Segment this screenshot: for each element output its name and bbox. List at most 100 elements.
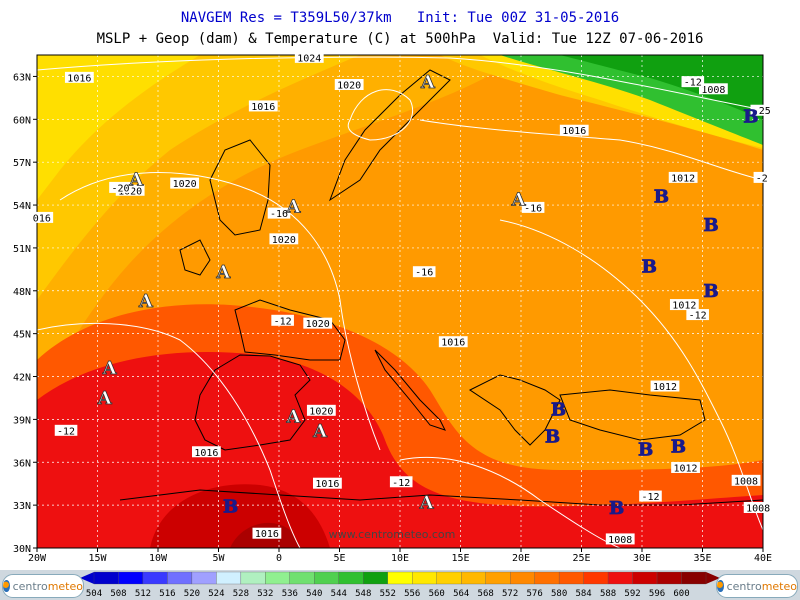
longitude-axis: 20W 15W 10W 5W 0 5E 10E 15E 20E 25E 30E 35E 40E bbox=[28, 548, 772, 564]
colorbar-cell bbox=[656, 571, 682, 585]
lat-lon-grid bbox=[37, 55, 763, 548]
lat-tick-label: 48N bbox=[13, 287, 31, 298]
colorbar-label: 548 bbox=[355, 589, 371, 599]
latitude-axis: 63N 60N 57N 54N 51N 48N 45N 42N 39N 36N 33N 30N bbox=[13, 72, 37, 555]
colorbar-cell bbox=[681, 571, 707, 585]
isobar-label: 1020 bbox=[170, 177, 200, 190]
svg-text:-12: -12 bbox=[641, 492, 659, 503]
isobar-label: 016 bbox=[30, 211, 54, 224]
low-pressure-marker: B bbox=[609, 498, 624, 519]
svg-text:1020: 1020 bbox=[173, 179, 197, 190]
colorbar-label: 584 bbox=[575, 589, 591, 599]
colorbar-cell bbox=[142, 571, 168, 585]
high-pressure-marker: A bbox=[286, 196, 302, 217]
high-pressure-marker: A bbox=[511, 189, 527, 210]
colorbar-label: 552 bbox=[380, 589, 396, 599]
centrometeo-logo-left[interactable]: centro meteo bbox=[2, 574, 84, 598]
temperature-label: -2 bbox=[753, 171, 770, 184]
lon-tick-label: 10E bbox=[391, 553, 409, 564]
colorbar-cell bbox=[118, 571, 144, 585]
model-info-title: NAVGEM Res = T359L50/37km Init: Tue 00Z … bbox=[180, 10, 620, 26]
isobar-label: 1012 bbox=[668, 171, 698, 184]
lon-tick-label: 15E bbox=[451, 553, 469, 564]
colorbar-cell bbox=[485, 571, 511, 585]
low-pressure-marker: B bbox=[671, 437, 686, 458]
svg-text:1016: 1016 bbox=[255, 529, 279, 540]
colorbar-cell bbox=[387, 571, 413, 585]
isobar-label: 1020 bbox=[269, 233, 299, 246]
isobar-label: 1016 bbox=[559, 124, 589, 137]
isobar-label: 1016 bbox=[192, 446, 221, 459]
isobar-label: 1008 bbox=[698, 83, 728, 96]
colorbar-label: 508 bbox=[110, 589, 126, 599]
svg-text:1016: 1016 bbox=[315, 479, 339, 490]
svg-text:1008: 1008 bbox=[701, 85, 725, 96]
colorbar-cell bbox=[265, 571, 290, 585]
logo-text-right-1: centro bbox=[726, 579, 762, 593]
svg-text:1012: 1012 bbox=[672, 301, 696, 312]
isobar-label: 1016 bbox=[313, 477, 342, 490]
colorbar-label: 544 bbox=[331, 589, 347, 599]
svg-text:1016: 1016 bbox=[441, 338, 465, 349]
low-pressure-marker: B bbox=[545, 427, 560, 448]
color-scale-labels: 504 508 512 516 520 524 528 532 536 540 544 548 552 5… bbox=[86, 589, 690, 599]
low-pressure-marker: B bbox=[223, 497, 238, 518]
svg-text:1020: 1020 bbox=[306, 319, 330, 330]
chart-description-title: MSLP + Geop (dam) & Temperature (C) at 5… bbox=[96, 31, 704, 47]
low-pressure-marker: B bbox=[642, 256, 657, 277]
lon-tick-label: 5W bbox=[212, 553, 225, 564]
colorbar-cell bbox=[436, 571, 462, 585]
lon-tick-label: 35E bbox=[693, 553, 711, 564]
colorbar-label: 580 bbox=[551, 589, 567, 599]
colorbar-cell bbox=[167, 571, 193, 585]
colorbar-cell bbox=[461, 571, 486, 585]
lat-tick-label: 33N bbox=[13, 501, 31, 512]
colorbar-label: 524 bbox=[208, 589, 224, 599]
colorbar-cell bbox=[558, 571, 584, 585]
svg-text:-12: -12 bbox=[392, 478, 410, 489]
lat-tick-label: 57N bbox=[13, 158, 31, 169]
color-scale-cells bbox=[80, 571, 720, 585]
svg-text:1012: 1012 bbox=[671, 173, 695, 184]
svg-text:1016: 1016 bbox=[562, 126, 586, 137]
logo-globe-icon bbox=[3, 580, 10, 592]
lon-tick-label: 40E bbox=[754, 553, 772, 564]
colorbar-cell bbox=[583, 571, 609, 585]
isobar-label: 1020 bbox=[306, 404, 336, 417]
lat-tick-label: 51N bbox=[13, 244, 31, 255]
svg-text:1020: 1020 bbox=[309, 406, 333, 417]
colorbar-cell bbox=[289, 571, 315, 585]
colorbar-label: 504 bbox=[86, 589, 102, 599]
colorbar-label: 572 bbox=[502, 589, 518, 599]
isobar-label: 1012 bbox=[650, 380, 680, 393]
svg-text:1024: 1024 bbox=[297, 53, 321, 64]
colorbar-label: 564 bbox=[453, 589, 469, 599]
colorbar-high-arrow bbox=[706, 572, 720, 584]
lat-tick-label: 60N bbox=[13, 115, 31, 126]
colorbar-label: 512 bbox=[135, 589, 151, 599]
svg-text:1012: 1012 bbox=[674, 463, 698, 474]
lon-tick-label: 20W bbox=[28, 553, 47, 564]
lon-tick-label: 30E bbox=[633, 553, 651, 564]
isobar-label: 1016 bbox=[64, 71, 94, 84]
svg-text:1016: 1016 bbox=[67, 73, 91, 84]
colorbar-cell bbox=[607, 571, 633, 585]
temperature-label: -25 bbox=[750, 104, 774, 117]
lon-tick-label: 0 bbox=[276, 553, 282, 564]
svg-text:1012: 1012 bbox=[653, 382, 677, 393]
watermark: www.centrometeo.com bbox=[329, 528, 456, 541]
low-pressure-marker: B bbox=[703, 281, 718, 302]
low-pressure-marker: B bbox=[743, 106, 758, 127]
high-pressure-marker: A bbox=[138, 291, 154, 312]
high-pressure-marker: A bbox=[128, 169, 144, 190]
svg-text:-25: -25 bbox=[753, 106, 771, 117]
isobar-label: 1016 bbox=[438, 336, 468, 349]
high-pressure-marker: A bbox=[286, 407, 302, 428]
logo-text-left-2: meteo bbox=[47, 579, 83, 593]
temperature-label: -12 bbox=[271, 314, 294, 327]
lat-tick-label: 42N bbox=[13, 373, 31, 384]
svg-text:1016: 1016 bbox=[251, 102, 275, 113]
colorbar-cell bbox=[338, 571, 364, 585]
centrometeo-logo-right[interactable]: centro meteo bbox=[716, 574, 798, 598]
